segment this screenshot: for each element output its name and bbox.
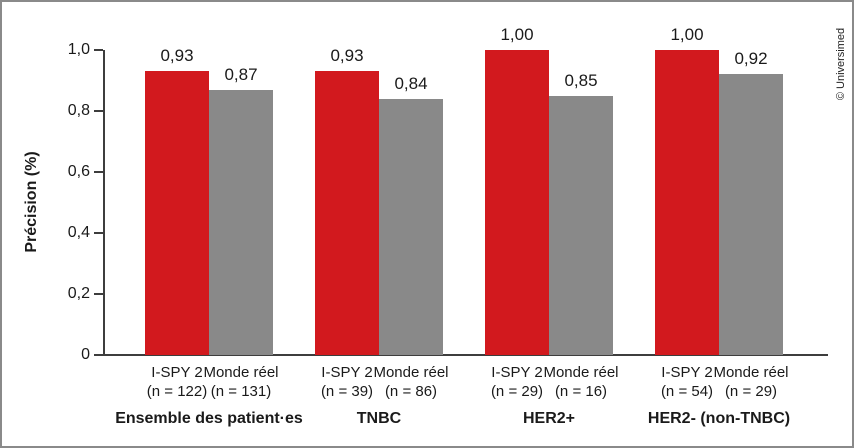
bar-monde-reel-group4 xyxy=(719,74,783,355)
bar-x-label: I-SPY 2 (n = 122) xyxy=(122,363,232,401)
bar-value-label: 1,00 xyxy=(670,25,704,44)
y-tick-mark xyxy=(94,171,103,173)
bar-x-label: Monde réel (n = 29) xyxy=(696,363,806,401)
bar-series-label: I-SPY 2 xyxy=(661,364,713,381)
bar-x-label: Monde réel (n = 86) xyxy=(356,363,466,401)
bar-x-label: Monde réel (n = 16) xyxy=(526,363,636,401)
bar-n-label: (n = 86) xyxy=(384,383,438,400)
bar-ispy2-group4 xyxy=(655,50,719,355)
bar-series-label: Monde réel xyxy=(373,364,449,381)
y-tick-label: 0,6 xyxy=(67,163,90,180)
bar-n-label: (n = 16) xyxy=(554,383,608,400)
bar-n-label: (n = 29) xyxy=(724,383,778,400)
y-tick-label: 0,2 xyxy=(67,285,90,302)
group-label: HER2+ xyxy=(522,410,576,427)
bar-series-label: Monde réel xyxy=(543,364,619,381)
bar-series-label: Monde réel xyxy=(713,364,789,381)
bar-x-label: Monde réel (n = 131) xyxy=(186,363,296,401)
bar-ispy2-group3 xyxy=(485,50,549,355)
bar-n-label: (n = 131) xyxy=(210,383,272,400)
y-tick-mark xyxy=(94,293,103,295)
y-tick-label: 0,8 xyxy=(67,102,90,119)
bar-series-label: I-SPY 2 xyxy=(491,364,543,381)
bar-value-label: 0,93 xyxy=(160,46,194,65)
bar-x-label: I-SPY 2 (n = 54) xyxy=(632,363,742,401)
bar-value-label: 0,93 xyxy=(330,46,364,65)
bar-monde-reel-group3 xyxy=(549,96,613,355)
group-label: Ensemble des patient·es xyxy=(115,410,303,427)
copyright-watermark: © Universimed xyxy=(835,27,847,101)
y-tick-mark xyxy=(94,110,103,112)
y-tick-mark xyxy=(94,49,103,51)
bar-monde-reel-group1 xyxy=(209,90,273,355)
group-label: TNBC xyxy=(356,410,402,427)
y-axis-title: Précision (%) xyxy=(23,151,40,253)
bar-x-label: I-SPY 2 (n = 39) xyxy=(292,363,402,401)
bar-series-label: Monde réel xyxy=(203,364,279,381)
bar-value-label: 0,84 xyxy=(394,74,428,93)
y-tick-mark xyxy=(94,354,103,356)
bar-value-label: 0,87 xyxy=(224,65,258,84)
bar-ispy2-group1 xyxy=(145,71,209,355)
bar-series-label: I-SPY 2 xyxy=(151,364,203,381)
bar-n-label: (n = 54) xyxy=(660,383,714,400)
bar-value-label: 0,85 xyxy=(564,71,598,90)
y-axis-line xyxy=(103,50,105,355)
bar-value-label: 1,00 xyxy=(500,25,534,44)
y-tick-label: 1,0 xyxy=(67,41,90,58)
bar-n-label: (n = 29) xyxy=(490,383,544,400)
bar-n-label: (n = 39) xyxy=(320,383,374,400)
x-axis-line xyxy=(103,354,828,356)
y-tick-mark xyxy=(94,232,103,234)
bar-n-label: (n = 122) xyxy=(146,383,208,400)
y-tick-label: 0 xyxy=(81,346,90,363)
bar-monde-reel-group2 xyxy=(379,99,443,355)
bar-ispy2-group2 xyxy=(315,71,379,355)
y-tick-label: 0,4 xyxy=(67,224,90,241)
bar-series-label: I-SPY 2 xyxy=(321,364,373,381)
bar-x-label: I-SPY 2 (n = 29) xyxy=(462,363,572,401)
bar-value-label: 0,92 xyxy=(734,49,768,68)
group-label: HER2- (non-TNBC) xyxy=(647,410,791,427)
